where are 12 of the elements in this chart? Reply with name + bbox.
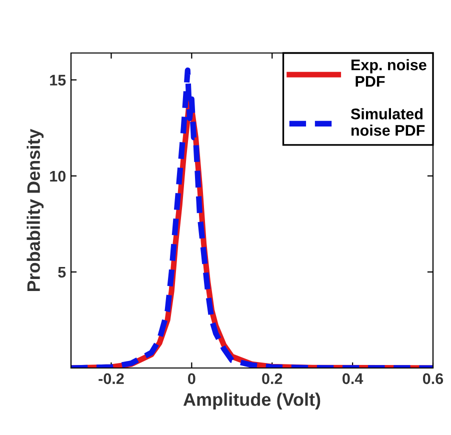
x-tick-label: 0.2: [262, 373, 282, 384]
y-tick-label: 15: [50, 74, 66, 86]
x-tick-label: -0.2: [98, 373, 124, 384]
y-tick-label: 5: [58, 266, 66, 278]
x-tick-label: 0.6: [422, 373, 444, 384]
legend-label: Simulated noise PDF: [350, 108, 425, 136]
x-tick-label: 0.4: [342, 373, 364, 384]
y-tick-label: 10: [50, 170, 66, 182]
x-tick-label: 0: [188, 373, 196, 384]
x-axis-title: Amplitude (Volt): [183, 392, 320, 410]
y-axis-title: Probability Density: [26, 128, 44, 292]
legend-label: Exp. noise PDF: [352, 59, 426, 87]
